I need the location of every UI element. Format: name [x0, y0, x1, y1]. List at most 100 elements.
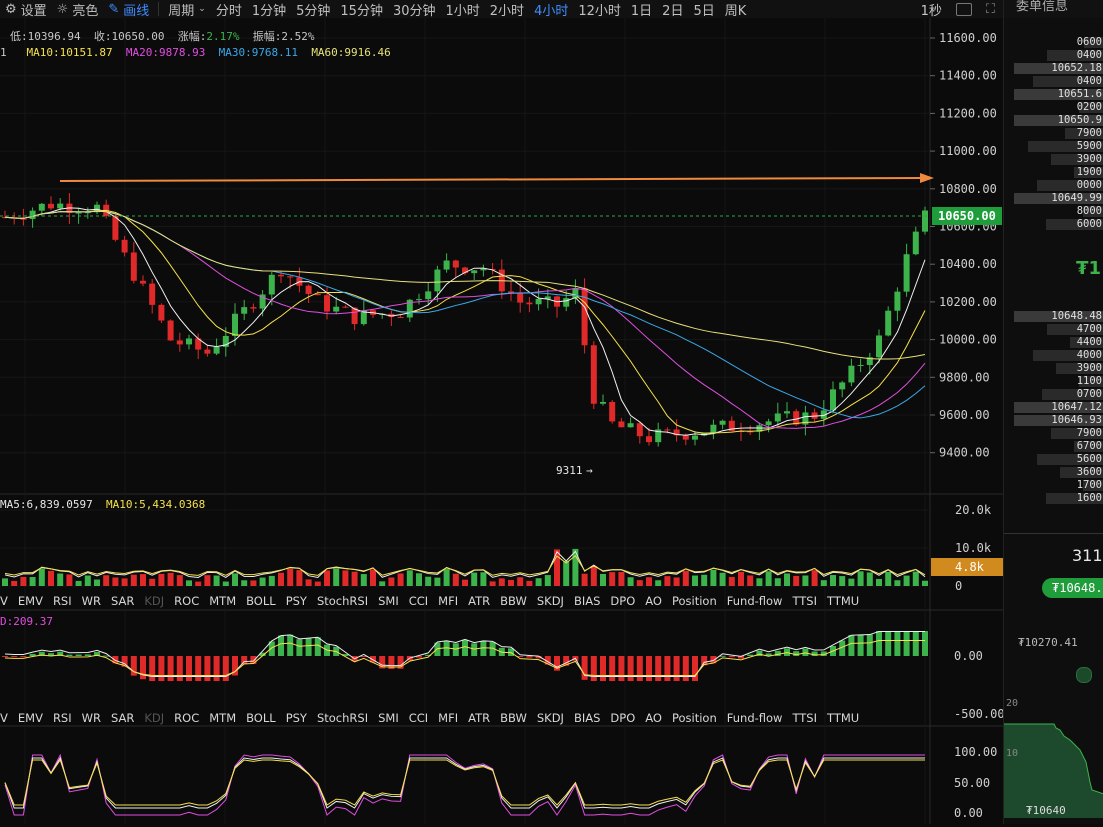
indicator-tab[interactable]: MTM: [209, 711, 237, 725]
period-tab[interactable]: 5日: [693, 3, 715, 19]
order-book-row[interactable]: 7900: [1014, 427, 1103, 440]
order-book-row[interactable]: 1700: [1014, 479, 1103, 492]
indicator-tab[interactable]: WR: [81, 594, 101, 608]
order-book-row[interactable]: 6700: [1014, 440, 1103, 453]
indicator-tab[interactable]: BBW: [500, 711, 527, 725]
period-menu[interactable]: 周期 ⌄: [163, 0, 211, 19]
indicator-tab[interactable]: ROC: [174, 594, 200, 608]
order-book-row[interactable]: 5900: [1014, 140, 1103, 153]
indicator-tab[interactable]: Fund-flow: [726, 711, 783, 725]
indicator-tab[interactable]: BIAS: [573, 594, 601, 608]
order-book-row[interactable]: 3600: [1014, 466, 1103, 479]
order-book-row[interactable]: 0000: [1014, 179, 1103, 192]
chart-area[interactable]: 11600.00 11400.00 11200.00 11000.00 10800.00…: [0, 18, 1005, 824]
indicator-tab[interactable]: DPO: [610, 711, 636, 725]
period-tab[interactable]: 周K: [724, 3, 747, 19]
indicator-tab[interactable]: BOLL: [246, 594, 276, 608]
indicator-tab[interactable]: MFI: [438, 711, 459, 725]
indicator-tab[interactable]: SMI: [378, 711, 399, 725]
indicator-tab[interactable]: TTSI: [792, 594, 817, 608]
order-book-row[interactable]: 5600: [1014, 453, 1103, 466]
period-tab[interactable]: 1日: [630, 3, 653, 19]
indicator-tab[interactable]: BIAS: [573, 711, 601, 725]
order-book-row[interactable]: 0400: [1014, 75, 1103, 88]
order-book-row[interactable]: 1600: [1014, 492, 1103, 505]
order-book-row[interactable]: 1900: [1014, 166, 1103, 179]
indicator-tab[interactable]: SMI: [378, 594, 399, 608]
indicator-tab[interactable]: ROC: [174, 711, 200, 725]
order-book-row[interactable]: 0200: [1014, 101, 1103, 114]
indicator-tab[interactable]: KDJ: [144, 711, 165, 725]
indicator-tab[interactable]: BOLL: [246, 711, 276, 725]
indicator-tab[interactable]: MTM: [209, 594, 237, 608]
settings-button[interactable]: ⚙ 设置: [0, 0, 52, 19]
period-tab[interactable]: 5分钟: [296, 3, 331, 19]
indicator-tab[interactable]: CCI: [408, 711, 429, 725]
indicator-tab[interactable]: TTMU: [827, 594, 860, 608]
camera-icon[interactable]: [955, 2, 972, 16]
order-book-row[interactable]: 4700: [1014, 323, 1103, 336]
period-tab[interactable]: 1分钟: [251, 3, 287, 19]
order-book-row[interactable]: 3900: [1014, 153, 1103, 166]
order-book-row[interactable]: 6000: [1014, 218, 1103, 231]
toggle-icon[interactable]: [1076, 667, 1092, 683]
indicator-tab[interactable]: Position: [671, 594, 717, 608]
interval-label[interactable]: 1秒: [920, 3, 942, 19]
indicator-tab[interactable]: SKDJ: [536, 711, 564, 725]
brightness-button[interactable]: ☼ 亮色: [52, 0, 104, 19]
order-book-row[interactable]: 10652.18: [1014, 62, 1103, 75]
period-tab[interactable]: 15分钟: [340, 3, 383, 19]
order-book-row[interactable]: 10651.6: [1014, 88, 1103, 101]
order-book-row[interactable]: 10648.48: [1014, 310, 1103, 323]
indicator-tab[interactable]: Fund-flow: [726, 594, 783, 608]
order-book-row[interactable]: 10647.12: [1014, 401, 1103, 414]
order-book-row[interactable]: 10650.9: [1014, 114, 1103, 127]
order-book-row[interactable]: 4400: [1014, 336, 1103, 349]
kline-chart[interactable]: 11600.00 11400.00 11200.00 11000.00 10800.00…: [0, 18, 1005, 824]
period-tab[interactable]: 4小时: [534, 3, 569, 19]
order-book-row[interactable]: 8000: [1014, 205, 1103, 218]
indicator-tab[interactable]: MFI: [438, 594, 459, 608]
indicator-tab[interactable]: SAR: [111, 594, 135, 608]
indicator-tab[interactable]: StochRSI: [316, 711, 369, 725]
order-book-row[interactable]: 10646.93: [1014, 414, 1103, 427]
order-book-row[interactable]: 0400: [1014, 49, 1103, 62]
indicator-tab[interactable]: PSY: [285, 594, 307, 608]
indicator-tab[interactable]: KDJ: [144, 594, 165, 608]
indicator-tab[interactable]: BBW: [500, 594, 527, 608]
period-tab[interactable]: 12小时: [578, 3, 621, 19]
period-tab[interactable]: 2日: [662, 3, 684, 19]
indicator-tab[interactable]: V: [0, 594, 8, 608]
period-tab[interactable]: 2小时: [489, 3, 525, 19]
order-book-row[interactable]: 4000: [1014, 349, 1103, 362]
indicator-tab[interactable]: AO: [645, 594, 662, 608]
indicator-tab[interactable]: EMV: [17, 711, 43, 725]
order-book-row[interactable]: 10649.99: [1014, 192, 1103, 205]
period-tab[interactable]: 分时: [215, 3, 242, 19]
indicator-tab[interactable]: PSY: [285, 711, 307, 725]
indicator-tab[interactable]: StochRSI: [316, 594, 369, 608]
draw-button[interactable]: ✎ 画线: [103, 0, 154, 19]
fullscreen-icon[interactable]: ⛶: [985, 1, 995, 17]
indicator-tab[interactable]: CCI: [408, 594, 429, 608]
indicator-tab[interactable]: ATR: [468, 711, 491, 725]
order-book-row[interactable]: 0700: [1014, 388, 1103, 401]
indicator-tab[interactable]: SKDJ: [536, 594, 564, 608]
period-tab[interactable]: 1小时: [445, 3, 480, 19]
indicator-tab[interactable]: TTSI: [792, 711, 817, 725]
indicator-tab[interactable]: TTMU: [827, 711, 860, 725]
indicator-tab[interactable]: AO: [645, 711, 662, 725]
indicator-tab[interactable]: RSI: [52, 594, 72, 608]
indicator-tab[interactable]: SAR: [111, 711, 135, 725]
indicator-tab[interactable]: V: [0, 711, 8, 725]
last-price-badge[interactable]: ₮10648.4: [1042, 578, 1103, 598]
indicator-tab[interactable]: WR: [81, 711, 101, 725]
order-book-row[interactable]: 3900: [1014, 362, 1103, 375]
order-book-row[interactable]: 7900: [1014, 127, 1103, 140]
indicator-tab[interactable]: RSI: [52, 711, 72, 725]
order-book-row[interactable]: 0600: [1014, 36, 1103, 49]
order-book-row[interactable]: 1100: [1014, 375, 1103, 388]
drawn-trend-line[interactable]: [59, 177, 923, 182]
period-tab[interactable]: 30分钟: [392, 3, 436, 19]
indicator-tab[interactable]: ATR: [468, 594, 491, 608]
